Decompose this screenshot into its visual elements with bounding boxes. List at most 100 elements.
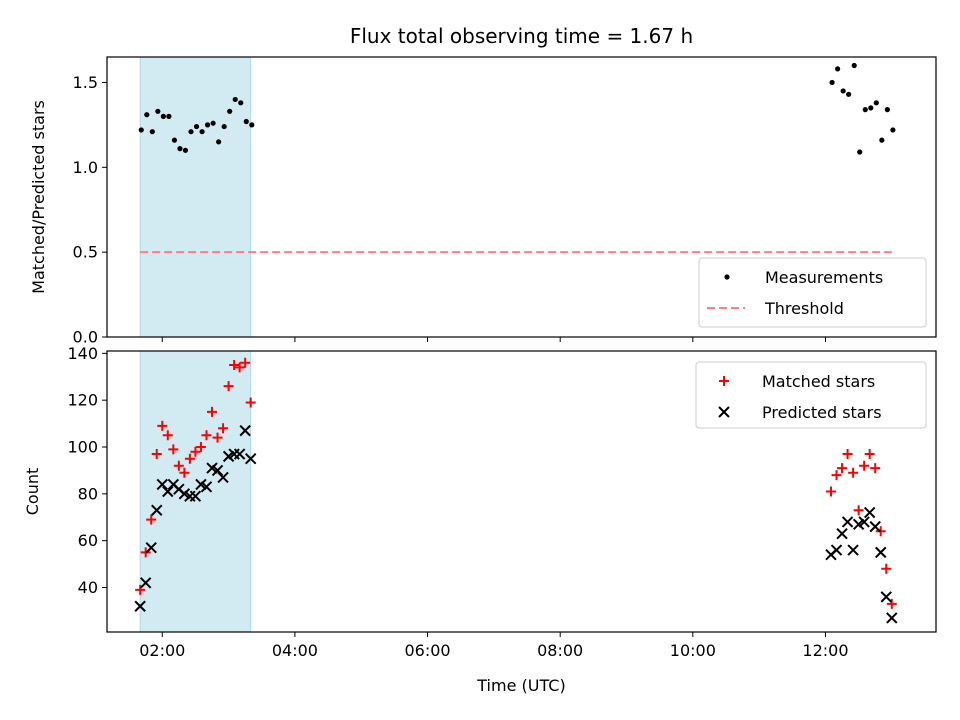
data-point — [244, 453, 257, 465]
data-point — [880, 591, 892, 603]
data-point — [884, 107, 890, 113]
data-point — [837, 463, 848, 474]
data-point — [863, 506, 876, 519]
data-point — [886, 612, 898, 624]
data-point — [195, 442, 206, 453]
data-point — [859, 460, 870, 471]
data-point — [233, 448, 246, 460]
data-point — [149, 129, 155, 135]
data-point — [240, 357, 251, 368]
y-tick-label: 100 — [67, 438, 98, 457]
data-point — [145, 541, 157, 554]
axes-frame — [106, 350, 937, 633]
data-point — [238, 100, 244, 106]
data-point — [211, 464, 224, 477]
data-point — [868, 105, 874, 111]
x-tick-label: 10:00 — [670, 641, 716, 660]
data-point — [217, 471, 229, 484]
y-tick-label: 0.5 — [73, 243, 98, 262]
legend-label: Matched stars — [762, 372, 875, 391]
x-tick-label: 12:00 — [802, 641, 848, 660]
legend-marker — [719, 376, 729, 386]
data-point — [232, 96, 238, 103]
data-point — [207, 406, 218, 417]
data-point — [199, 129, 205, 135]
data-point — [171, 137, 178, 143]
data-point — [875, 546, 887, 559]
data-point — [890, 127, 896, 133]
data-point — [188, 129, 194, 135]
data-point — [166, 113, 172, 119]
data-point — [825, 486, 836, 497]
data-point — [160, 113, 166, 119]
legend-marker — [724, 274, 730, 280]
data-point — [870, 463, 881, 474]
data-point — [155, 108, 161, 114]
data-point — [221, 123, 227, 130]
x-tick-label: 04:00 — [272, 641, 318, 660]
data-point — [835, 66, 841, 72]
data-point — [862, 107, 868, 113]
data-point — [249, 122, 255, 128]
legend: Matched stars Predicted stars — [695, 361, 927, 429]
axes-frame — [106, 56, 937, 338]
data-point — [210, 120, 216, 126]
data-point — [162, 485, 174, 498]
data-point — [189, 490, 202, 502]
data-point — [173, 460, 184, 471]
data-point — [179, 467, 190, 478]
data-point — [204, 122, 211, 128]
data-point — [140, 547, 151, 558]
data-point — [853, 505, 864, 516]
data-point — [138, 127, 144, 133]
legend-label: Predicted stars — [762, 403, 882, 422]
data-point — [227, 108, 233, 114]
data-point — [830, 544, 843, 556]
data-point — [218, 423, 229, 434]
data-point — [151, 449, 162, 460]
data-point — [886, 598, 897, 609]
data-point — [831, 470, 842, 481]
top-panel-ratio: 0.0 0.5 1.0 1.5 Matched/Predicted stars Measu… — [29, 56, 937, 347]
data-point — [146, 514, 157, 525]
data-point — [156, 478, 168, 491]
data-point — [840, 88, 846, 94]
data-point — [873, 100, 879, 106]
data-point — [829, 79, 835, 86]
legend-label: Threshold — [764, 299, 844, 318]
data-point — [848, 467, 859, 478]
shaded-span — [139, 56, 252, 338]
data-point — [881, 563, 892, 574]
series-measurements — [138, 62, 896, 155]
data-point — [157, 420, 168, 431]
y-axis-label: Count — [23, 468, 42, 516]
data-point — [846, 91, 852, 97]
data-point — [200, 481, 213, 493]
data-point — [162, 430, 173, 441]
data-point — [864, 449, 875, 460]
x-tick-label: 06:00 — [404, 641, 450, 660]
y-tick-label: 1.0 — [73, 158, 98, 177]
data-point — [869, 520, 881, 533]
data-point — [836, 527, 848, 540]
data-point — [842, 449, 853, 460]
data-point — [857, 149, 863, 155]
data-point — [216, 139, 222, 145]
data-point — [239, 424, 251, 437]
data-point — [223, 381, 234, 392]
legend-box — [698, 257, 927, 328]
y-tick-label: 0.0 — [73, 328, 98, 347]
data-point — [245, 397, 256, 408]
data-point — [234, 362, 245, 373]
data-point — [875, 526, 886, 537]
y-tick-label: 140 — [67, 344, 98, 363]
x-tick-label: 08:00 — [537, 641, 583, 660]
legend-label: Measurements — [765, 268, 883, 287]
y-tick-label: 1.5 — [73, 73, 98, 92]
data-point — [858, 516, 870, 528]
data-point — [879, 137, 885, 143]
data-point — [851, 62, 857, 69]
chart-title: Flux total observing time = 1.67 h — [350, 24, 693, 48]
legend-marker — [718, 406, 730, 418]
data-point — [168, 444, 179, 455]
